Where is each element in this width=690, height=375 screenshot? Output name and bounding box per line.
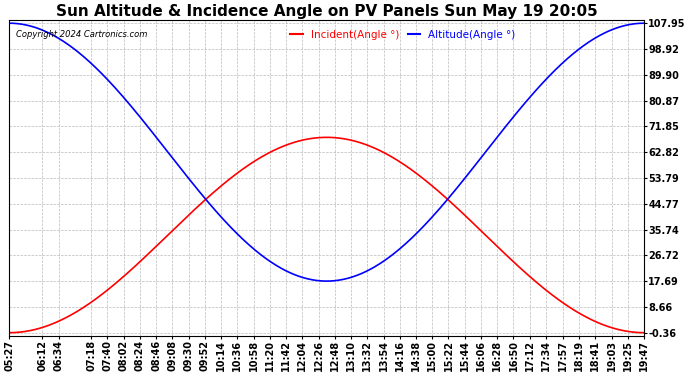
Title: Sun Altitude & Incidence Angle on PV Panels Sun May 19 20:05: Sun Altitude & Incidence Angle on PV Pan… [56,4,598,19]
Legend: Incident(Angle °), Altitude(Angle °): Incident(Angle °), Altitude(Angle °) [286,26,520,44]
Text: Copyright 2024 Cartronics.com: Copyright 2024 Cartronics.com [15,30,147,39]
